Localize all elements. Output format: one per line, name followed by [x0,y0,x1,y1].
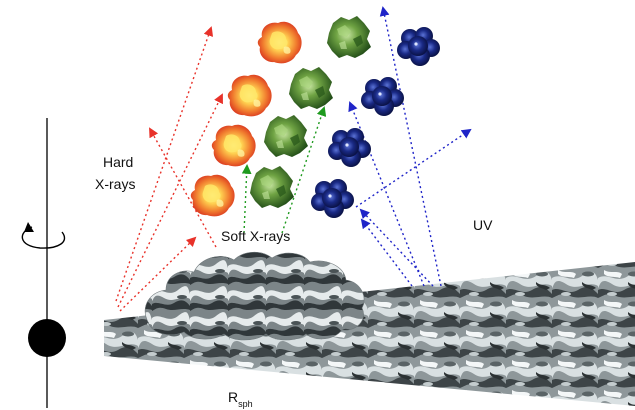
cool-clump [328,128,371,167]
cool-clump [397,27,440,66]
cool-clumps [311,27,440,218]
hot-clump [211,124,256,167]
r-sph-main: R [228,389,238,405]
uv-arrow [379,6,442,287]
black-hole-icon [28,319,66,357]
r-sph-subscript: sph [238,399,253,409]
corona [144,251,365,341]
warm-clump [250,166,294,208]
hard-xrays-label-line2: X-rays [95,176,135,192]
hard-xray-arrow [115,26,214,302]
r-sph-label: Rsph [228,389,253,409]
soft-xray-arrow [241,164,252,234]
warm-clump [289,67,333,109]
hot-clump [190,174,235,217]
cool-clump [361,77,404,116]
warm-clump [264,115,308,157]
hot-clump [257,21,302,64]
soft-xrays-label: Soft X-rays [221,228,290,244]
warm-clump [327,16,371,58]
hard-xray-arrow [117,93,223,308]
rotation-arrow-icon [21,222,66,249]
soft-xray-arrow [281,106,327,234]
uv-arrows [348,6,472,287]
hard-xray-arrows [115,26,223,312]
uv-arrow [360,218,413,287]
uv-label: UV [473,217,493,233]
hot-clump [227,74,272,117]
accretion-disk [104,262,635,406]
cool-clump [311,179,354,218]
soft-xray-arrows [241,106,327,234]
uv-arrow [359,208,434,287]
hard-xrays-label-line1: Hard [103,154,133,170]
uv-arrow [355,128,472,208]
